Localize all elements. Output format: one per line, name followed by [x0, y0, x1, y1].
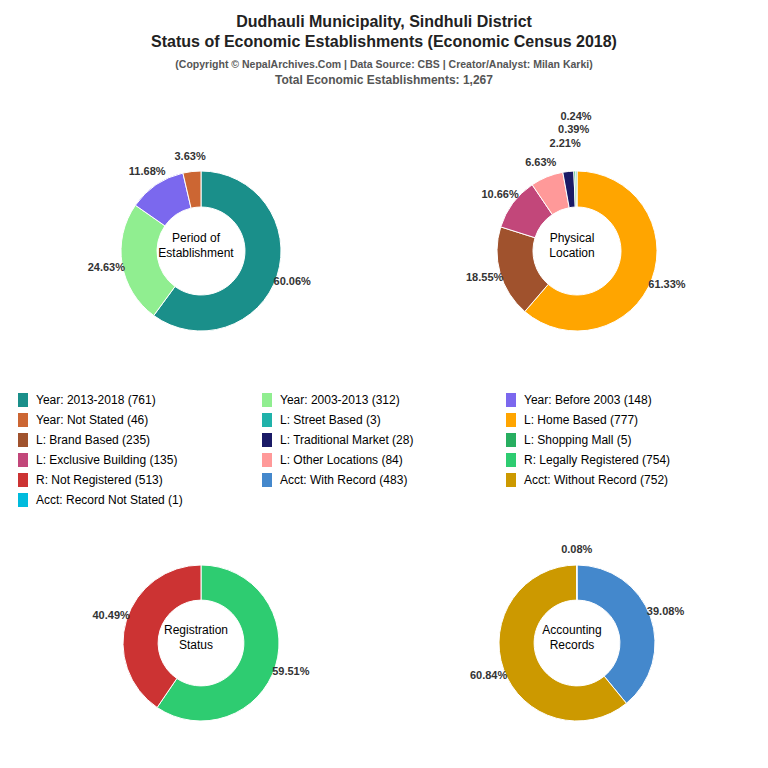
- svg-text:60.84%: 60.84%: [470, 669, 508, 681]
- svg-text:39.08%: 39.08%: [647, 605, 685, 617]
- html-text:L: Street Based (3): L: Street Based (3): [280, 413, 381, 427]
- svg-text:0.08%: 0.08%: [561, 543, 592, 555]
- html-text:L: Exclusive Building (135): L: Exclusive Building (135): [36, 453, 178, 467]
- html-text:L: Brand Based (235): L: Brand Based (235): [36, 433, 151, 447]
- html-text:Records: Records: [549, 638, 595, 652]
- html-text:Acct: With Record (483): Acct: With Record (483): [280, 473, 408, 487]
- html-text:Total Economic Establishments:: Total Economic Establishments: 1,267: [275, 73, 493, 87]
- html-text:Status of Economic Establishme: Status of Economic Establishments (Econo…: [151, 33, 617, 50]
- svg-text:0.24%: 0.24%: [560, 110, 591, 122]
- svg-text:59.51%: 59.51%: [272, 665, 310, 677]
- svg-text:10.66%: 10.66%: [481, 188, 519, 200]
- svg-text:2.21%: 2.21%: [550, 137, 581, 149]
- html-text:Year: Not Stated (46): Year: Not Stated (46): [36, 413, 149, 427]
- html-text:Registration: Registration: [164, 623, 228, 637]
- html-text:Status: Status: [179, 638, 213, 652]
- svg-text:11.68%: 11.68%: [129, 165, 166, 177]
- svg-text:40.49%: 40.49%: [93, 609, 131, 621]
- html-text:Establishment: Establishment: [158, 246, 234, 260]
- html-text:Accounting: Accounting: [542, 623, 602, 637]
- html-text:Dudhauli Municipality, Sindhul: Dudhauli Municipality, Sindhuli District: [236, 13, 532, 30]
- html-text:Acct: Record Not Stated (1): Acct: Record Not Stated (1): [36, 493, 183, 507]
- svg-text:6.63%: 6.63%: [525, 156, 556, 168]
- html-text:Physical: Physical: [549, 231, 595, 245]
- html-text:R: Legally Registered (754): R: Legally Registered (754): [524, 453, 671, 467]
- html-text:L: Shopping Mall (5): L: Shopping Mall (5): [524, 433, 632, 447]
- html-text:(Copyright © NepalArchives.Com: (Copyright © NepalArchives.Com | Data So…: [175, 58, 593, 70]
- html-text:L: Other Locations (84): L: Other Locations (84): [280, 453, 403, 467]
- html-text:R: Not Registered (513): R: Not Registered (513): [36, 473, 163, 487]
- html-text:Acct: Without Record (752): Acct: Without Record (752): [524, 473, 669, 487]
- html-text:L: Traditional Market (28): L: Traditional Market (28): [280, 433, 414, 447]
- svg-text:24.63%: 24.63%: [88, 261, 126, 273]
- svg-text:3.63%: 3.63%: [174, 150, 205, 162]
- svg-text:0.39%: 0.39%: [558, 123, 589, 135]
- svg-text:18.55%: 18.55%: [466, 271, 504, 283]
- html-text:Year: 2013-2018 (761): Year: 2013-2018 (761): [36, 393, 156, 407]
- html-text:L: Home Based (777): L: Home Based (777): [524, 413, 639, 427]
- html-text:Year: Before 2003 (148): Year: Before 2003 (148): [524, 393, 652, 407]
- html-text:Location: Location: [549, 246, 595, 260]
- svg-text:61.33%: 61.33%: [648, 278, 686, 290]
- html-text:Period of: Period of: [172, 231, 220, 245]
- html-text:Year: 2003-2013 (312): Year: 2003-2013 (312): [280, 393, 400, 407]
- svg-text:60.06%: 60.06%: [274, 275, 312, 287]
